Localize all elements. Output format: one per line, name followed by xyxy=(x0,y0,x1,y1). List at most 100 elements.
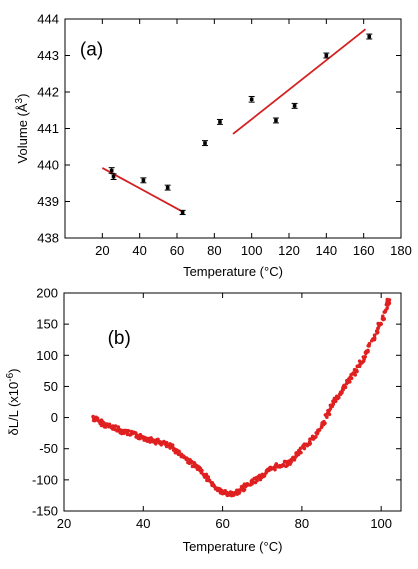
panel-a-x-tick-label: 160 xyxy=(353,243,375,258)
panel-b-data-point xyxy=(231,488,240,497)
panel-a-x-tick-label: 60 xyxy=(170,243,184,258)
panel-a-volume-chart: 20 40 60 80 100 120 140 160 180 438 439 440 441 442 44… xyxy=(14,12,412,280)
panel-b-axes: 20 40 60 80 100 -150 -100 -50 0 50 100 150 200 xyxy=(32,286,402,531)
panel-b-data-point xyxy=(327,402,336,413)
panel-a-data-point xyxy=(366,33,373,40)
panel-a-marker xyxy=(324,53,329,58)
panel-a-fit-line xyxy=(101,167,184,213)
panel-b-y-tick-label: 50 xyxy=(44,379,58,394)
panel-a-data-point xyxy=(164,184,171,191)
panel-a-marker xyxy=(111,174,116,179)
panel-b-marker xyxy=(379,321,383,326)
panel-a-plot-frame xyxy=(64,18,402,239)
panel-b-marker xyxy=(372,336,377,340)
panel-b-marker xyxy=(367,341,372,346)
panel-a-label: (a) xyxy=(80,40,103,61)
panel-a-data-point xyxy=(291,102,298,109)
panel-b-marker xyxy=(126,428,131,433)
panel-b-data-point xyxy=(96,418,105,428)
panel-b-x-axis-title: Temperature (°C) xyxy=(183,539,283,554)
panel-b-data-point xyxy=(164,440,172,449)
panel-b-marker xyxy=(328,406,333,411)
panel-b-marker xyxy=(242,487,247,492)
panel-b-marker xyxy=(174,447,178,452)
panel-a-axes: 20 40 60 80 100 120 140 160 180 438 439 440 441 442 44… xyxy=(37,12,412,259)
panel-a-x-tick-label: 100 xyxy=(241,243,263,258)
panel-b-marker xyxy=(184,456,189,460)
panel-b-marker xyxy=(122,431,126,435)
panel-b-marker xyxy=(274,462,279,466)
panel-b-data-point xyxy=(347,371,356,384)
panel-b-marker xyxy=(123,428,127,433)
panel-a-y-tick-label: 442 xyxy=(37,85,59,100)
panel-b-marker xyxy=(177,449,181,454)
panel-b-marker xyxy=(322,419,326,424)
panel-b-data-point xyxy=(252,475,259,485)
panel-b-marker xyxy=(354,368,359,373)
panel-b-data-point xyxy=(243,481,252,489)
panel-a-y-tick-label: 439 xyxy=(37,194,59,209)
panel-b-marker xyxy=(337,395,341,400)
panel-b-y-title-sup: -6 xyxy=(5,372,16,381)
panel-b-marker xyxy=(189,460,193,465)
panel-a-marker xyxy=(367,34,372,39)
panel-a-marker xyxy=(249,97,254,102)
panel-b-y-tick-label: 150 xyxy=(36,317,58,332)
panel-b-y-axis-title: δL/L (x10-6) xyxy=(5,369,22,436)
panel-b-data-point xyxy=(352,367,359,377)
panel-b-marker xyxy=(372,333,377,337)
panel-b-marker xyxy=(332,396,337,401)
panel-b-marker xyxy=(152,438,156,443)
panel-b-x-tick-label: 80 xyxy=(295,516,309,531)
panel-a-y-tick-label: 444 xyxy=(37,12,59,27)
panel-b-marker xyxy=(255,478,259,483)
panel-a-fit-line xyxy=(232,28,367,135)
panel-b-strain-chart: 20 40 60 80 100 -150 -100 -50 0 50 100 150 200 (b) T… xyxy=(5,286,402,554)
panel-b-marker xyxy=(382,317,387,321)
panel-a-y-tick-label: 441 xyxy=(37,121,59,136)
panel-a-marker xyxy=(274,118,278,123)
panel-b-x-tick-label: 100 xyxy=(370,516,392,531)
panel-a-y-tick-label: 438 xyxy=(37,231,59,246)
panel-a-data-point xyxy=(179,209,186,216)
panel-b-label: (b) xyxy=(108,328,131,349)
panel-a-y-title-end: ) xyxy=(15,94,30,98)
panel-b-data-point xyxy=(301,442,307,451)
panel-b-marker xyxy=(281,462,285,467)
panel-b-y-tick-label: -100 xyxy=(32,472,58,487)
panel-a-data-point xyxy=(108,167,115,174)
panel-b-marker xyxy=(343,385,348,390)
panel-b-y-tick-label: -150 xyxy=(32,504,58,519)
panel-b-marker xyxy=(387,298,392,302)
panel-b-marker xyxy=(313,435,318,439)
panel-b-data-point xyxy=(385,297,392,306)
panel-b-x-tick-label: 20 xyxy=(57,516,71,531)
panel-a-data-point xyxy=(272,117,279,124)
panel-b-marker xyxy=(340,388,345,392)
panel-b-marker xyxy=(376,326,380,331)
panel-a-x-tick-label: 140 xyxy=(315,243,337,258)
panel-b-data-point xyxy=(320,419,327,427)
panel-b-plot-frame xyxy=(63,292,402,512)
panel-a-data-point xyxy=(323,52,330,59)
panel-b-data-point xyxy=(372,330,380,342)
panel-a-y-title-main: Volume (Å xyxy=(15,103,30,163)
panel-a-marker xyxy=(292,104,297,108)
panel-b-marker xyxy=(333,399,338,403)
panel-a-data-point xyxy=(202,140,208,147)
panel-b-data-points xyxy=(91,297,392,498)
panel-b-y-title-end: ) xyxy=(6,369,21,373)
panel-b-marker xyxy=(125,432,130,437)
panel-b-marker xyxy=(307,440,312,444)
panel-b-marker xyxy=(366,348,370,353)
panel-b-marker xyxy=(292,458,297,462)
panel-a-marker xyxy=(109,168,114,173)
panel-a-fit-lines xyxy=(101,28,367,213)
panel-b-marker xyxy=(363,355,368,359)
panel-a-x-axis-title: Temperature (°C) xyxy=(183,264,283,279)
panel-a-x-tick-label: 180 xyxy=(390,243,412,258)
panel-a-data-point xyxy=(248,95,255,103)
panel-a-x-tick-label: 120 xyxy=(278,243,300,258)
panel-a-data-point xyxy=(216,118,223,125)
panel-b-marker xyxy=(385,306,389,310)
